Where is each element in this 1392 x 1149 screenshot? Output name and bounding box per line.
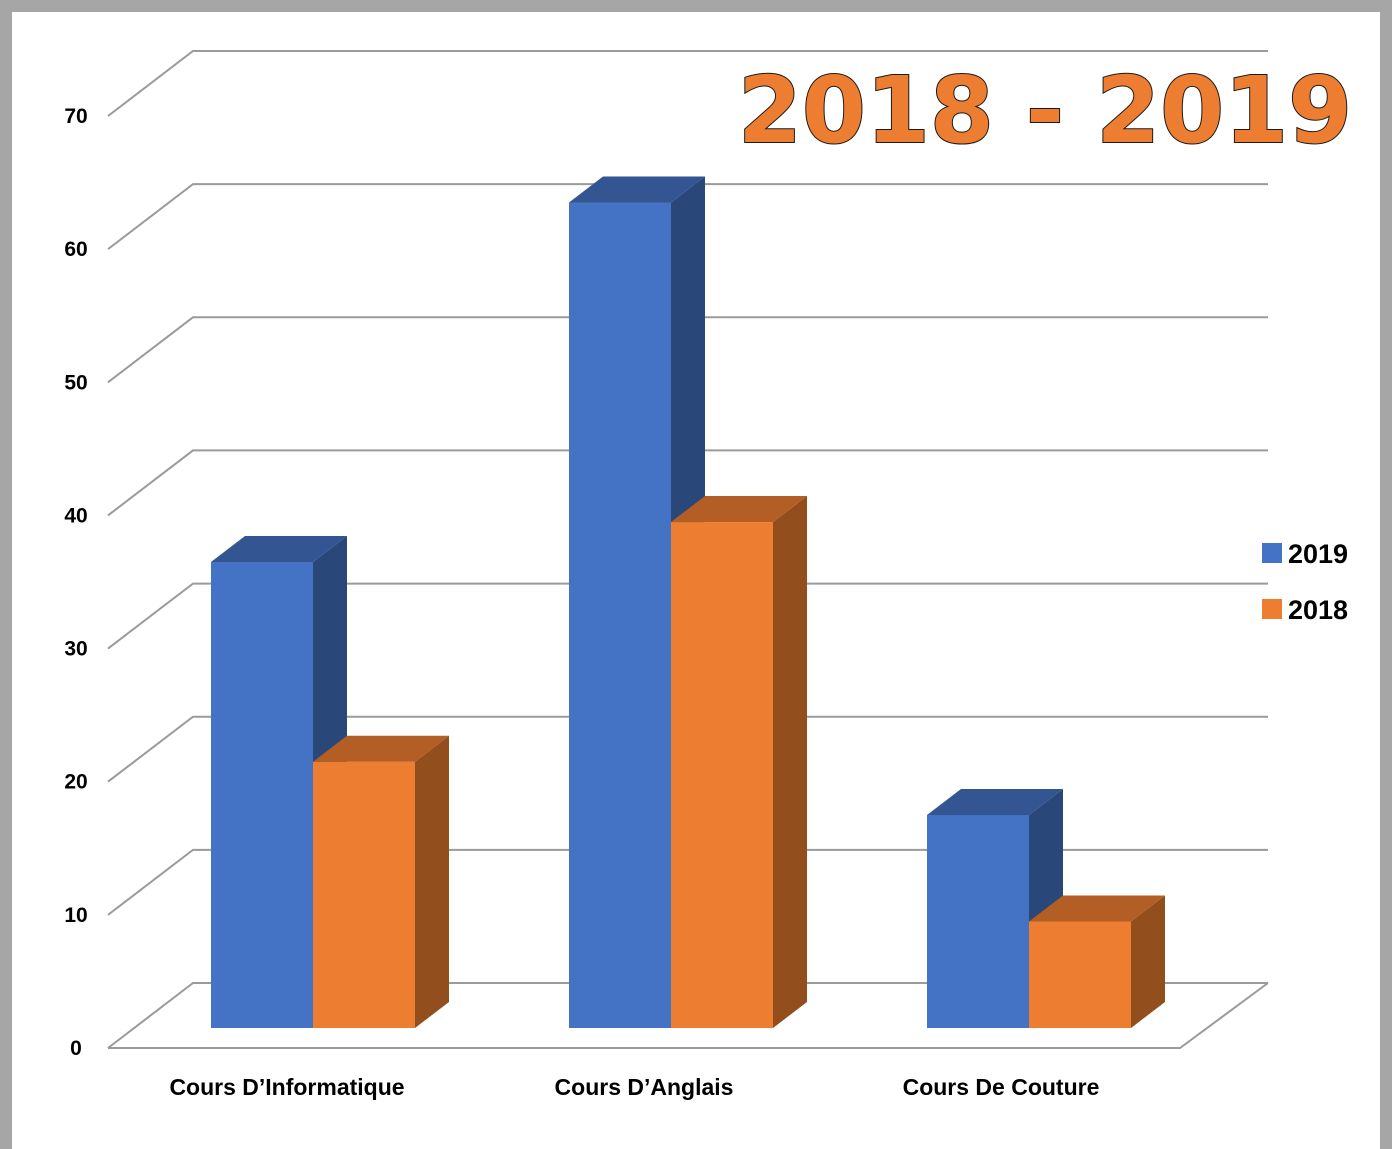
x-category-label: Cours De Couture <box>903 1074 1100 1100</box>
gridline <box>107 715 1268 783</box>
bar-front <box>569 202 671 1028</box>
gridline <box>107 50 1268 117</box>
y-tick-label: 70 <box>64 105 87 128</box>
legend-swatch <box>1262 543 1282 563</box>
bar-top <box>211 536 347 562</box>
y-tick-label: 60 <box>64 238 87 261</box>
bar-front <box>1029 921 1131 1028</box>
y-tick-label: 20 <box>64 771 87 794</box>
x-category-label: Cours D’Informatique <box>169 1074 404 1100</box>
legend-label: 2018 <box>1288 595 1348 625</box>
y-tick-label: 30 <box>64 638 87 661</box>
gridline <box>107 449 1268 517</box>
bar-top <box>1029 895 1165 922</box>
bar-front <box>671 522 773 1028</box>
gridlines <box>107 50 1269 1049</box>
bar <box>671 496 807 1028</box>
y-tick-label: 10 <box>64 904 87 927</box>
legend-label: 2019 <box>1288 539 1348 569</box>
gridline <box>107 183 1268 250</box>
gridline <box>107 316 1268 384</box>
bars <box>211 176 1165 1028</box>
gridline <box>107 848 1268 916</box>
bar-top <box>569 176 705 203</box>
bar-side <box>1131 895 1165 1028</box>
y-tick-label: 40 <box>64 504 87 527</box>
bar-top <box>313 735 449 762</box>
legend-swatch <box>1262 599 1282 619</box>
bar-side <box>415 735 449 1028</box>
bar-top <box>671 496 807 523</box>
gridline <box>107 982 1268 1049</box>
y-tick-label: 0 <box>70 1037 82 1060</box>
x-axis-categories: Cours D’Informatique Cours D’Anglais Cours… <box>169 1074 1099 1100</box>
bar-front <box>313 761 415 1028</box>
y-tick-label: 50 <box>64 371 87 394</box>
bar-side <box>773 496 807 1028</box>
bar <box>313 735 449 1028</box>
gridline <box>107 582 1268 650</box>
x-category-label: Cours D’Anglais <box>555 1074 734 1100</box>
bar-front <box>211 562 313 1028</box>
bar-front <box>927 814 1029 1028</box>
bar <box>1029 895 1165 1028</box>
y-axis-ticks: 0 10 20 30 40 50 60 70 <box>64 105 87 1060</box>
bar-top <box>927 788 1063 815</box>
floor-edge <box>108 982 1269 1049</box>
legend: 2019 2018 <box>1262 539 1348 625</box>
chart-title: 2018 - 2019 <box>738 57 1352 164</box>
